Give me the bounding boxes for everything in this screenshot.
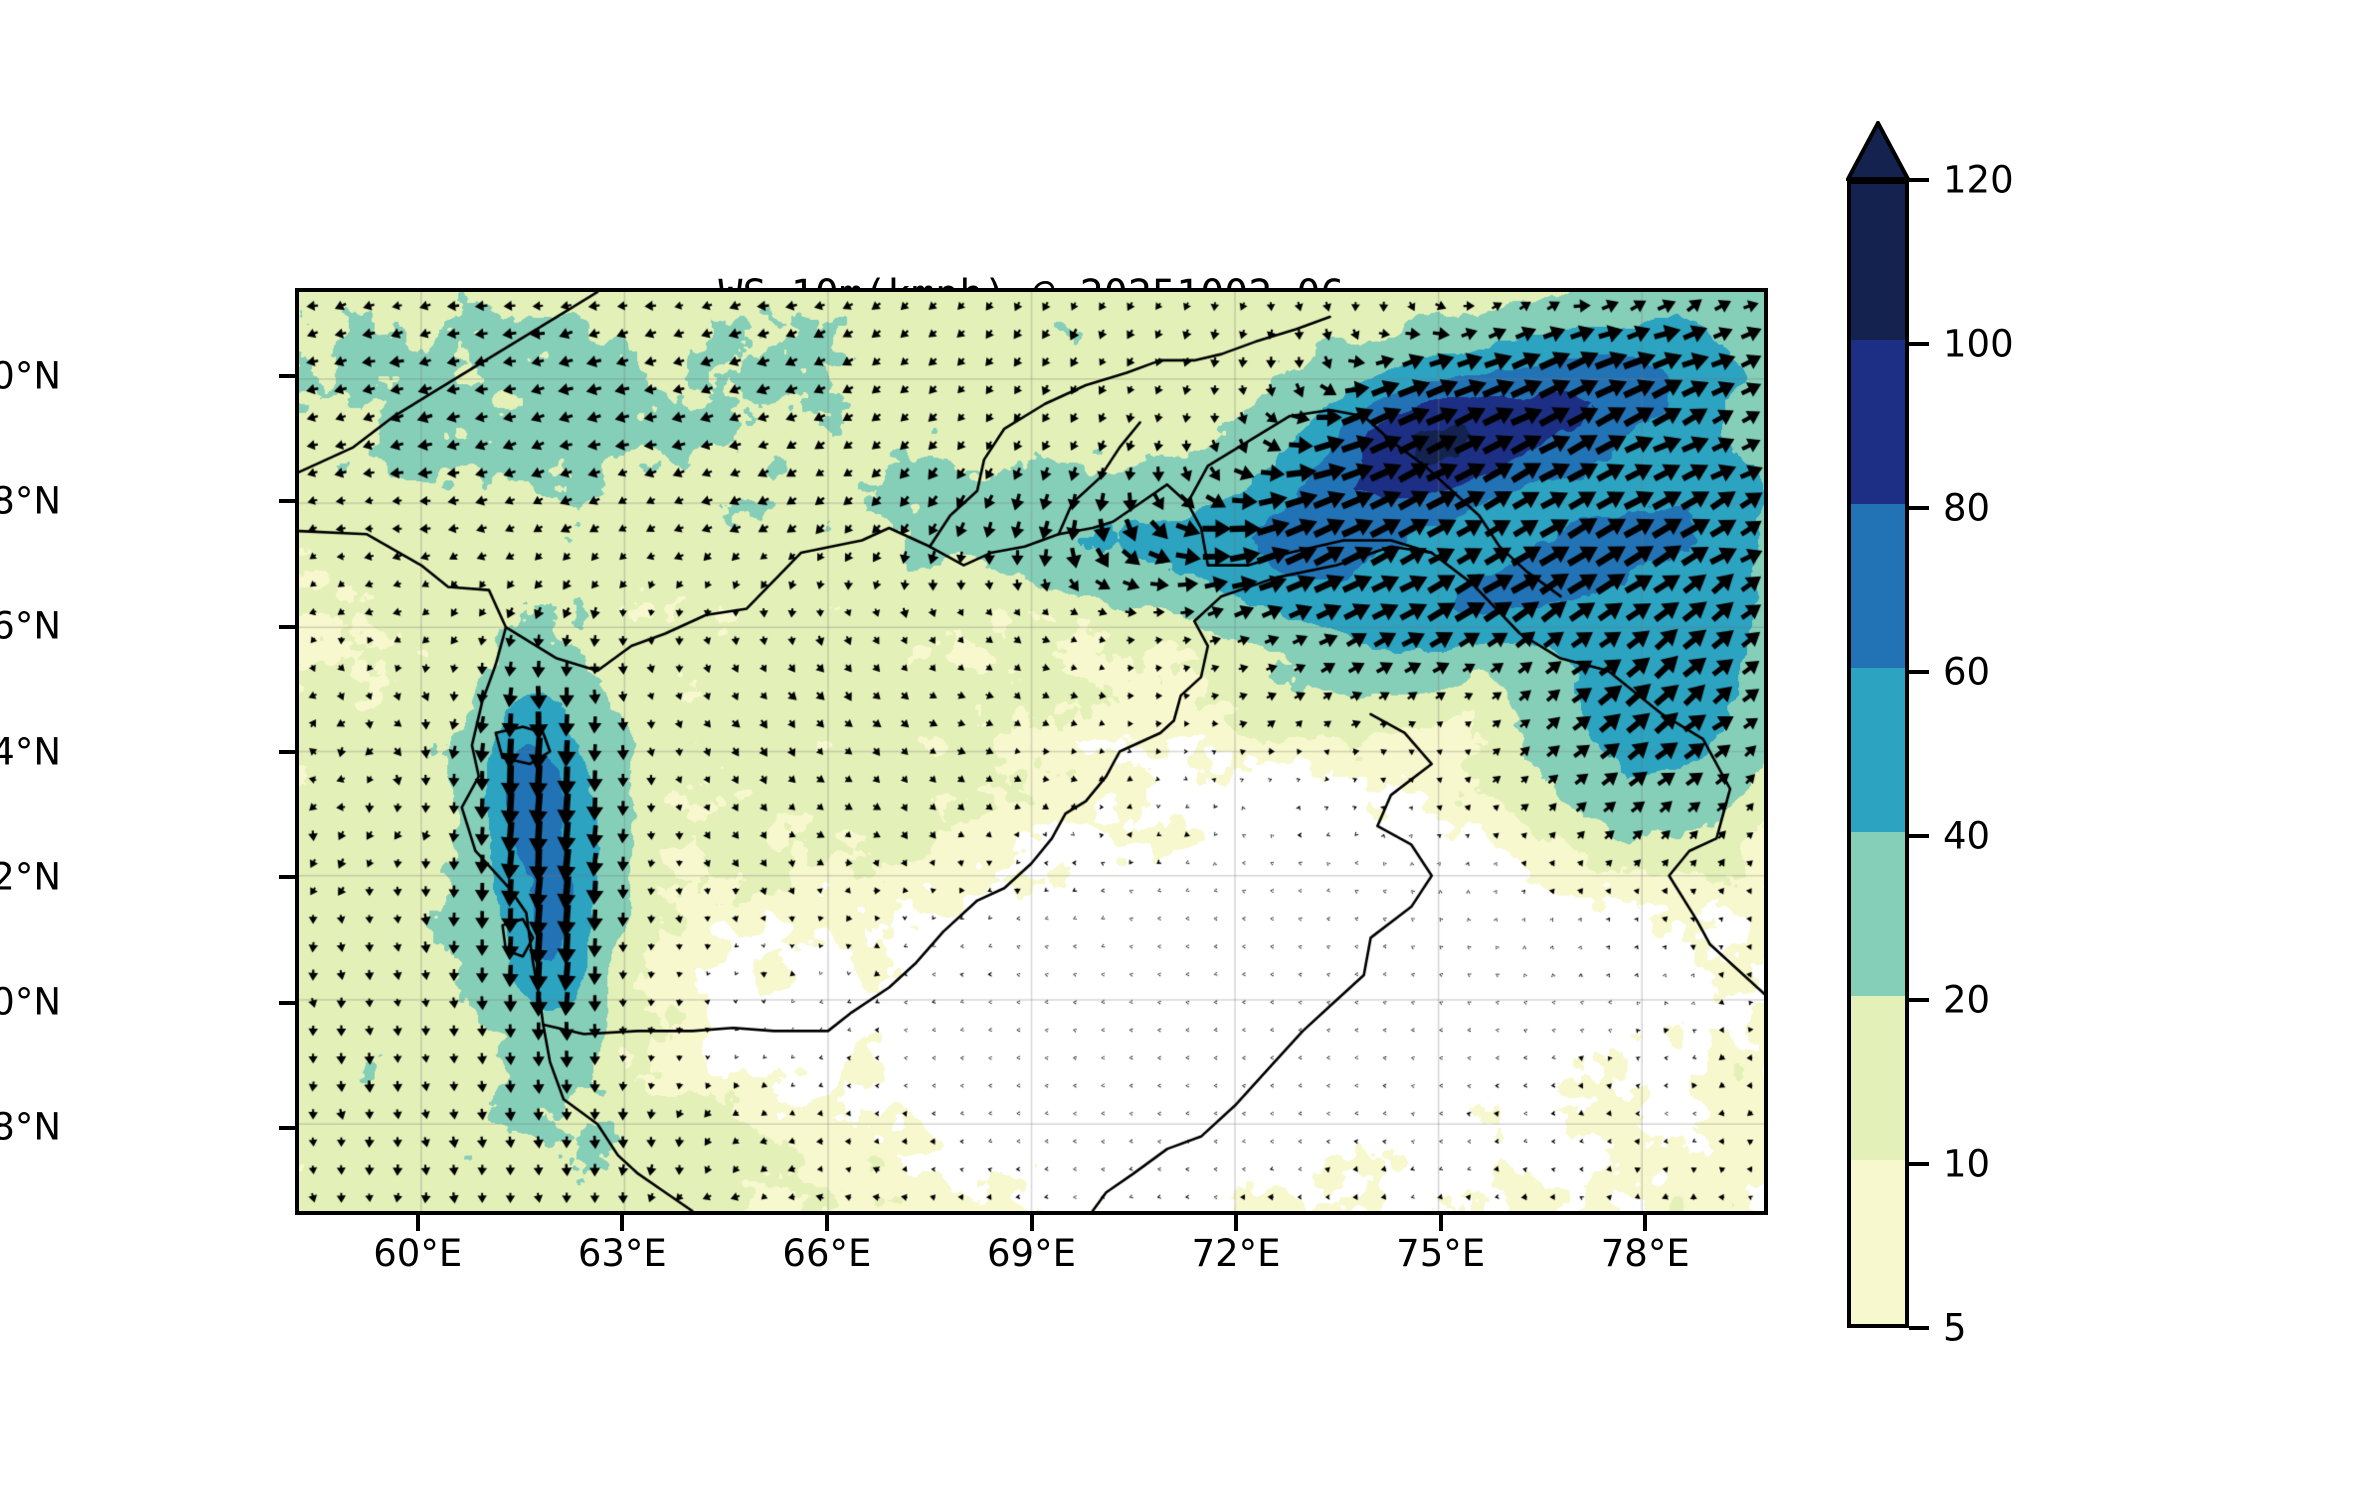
longitude-tick-mark	[1234, 1215, 1239, 1231]
latitude-tick-label: 30°N	[0, 980, 61, 1024]
colorbar-segment	[1851, 668, 1905, 832]
colorbar-segment	[1851, 996, 1905, 1160]
latitude-tick-mark	[279, 750, 295, 754]
latitude-tick-label: 40°N	[0, 354, 61, 398]
colorbar-tick-label: 60	[1943, 650, 1991, 694]
latitude-tick-mark	[279, 1125, 295, 1130]
colorbar-extend-arrow	[1846, 121, 1910, 181]
longitude-tick-label: 63°E	[577, 1232, 667, 1275]
colorbar-segment	[1851, 184, 1905, 340]
colorbar-tick-label: 80	[1943, 486, 1991, 530]
longitude-tick-mark	[1643, 1215, 1648, 1231]
latitude-tick-mark	[279, 1000, 295, 1005]
latitude-tick-label: 38°N	[0, 479, 61, 523]
longitude-tick-mark	[1438, 1215, 1443, 1231]
colorbar-tick-mark	[1909, 342, 1929, 346]
latitude-tick-label: 36°N	[0, 604, 61, 648]
colorbar-segment	[1851, 832, 1905, 996]
longitude-tick-label: 69°E	[987, 1232, 1076, 1275]
longitude-tick-mark	[824, 1215, 829, 1231]
colorbar-tick-label: 20	[1943, 978, 1991, 1022]
colorbar-tick-mark	[1909, 834, 1929, 838]
colorbar-tick-mark	[1909, 506, 1929, 510]
longitude-tick-label: 75°E	[1396, 1232, 1486, 1275]
colorbar-segment	[1851, 340, 1905, 504]
latitude-tick-label: 28°N	[0, 1105, 61, 1149]
colorbar-tick-label: 120	[1943, 158, 2014, 202]
colorbar-tick-label: 100	[1943, 322, 2014, 366]
latitude-tick-mark	[279, 499, 295, 504]
latitude-tick-mark	[279, 624, 295, 629]
colorbar-tick-label: 10	[1943, 1142, 1991, 1186]
colorbar-tick-mark	[1909, 1162, 1929, 1166]
longitude-tick-label: 60°E	[373, 1232, 463, 1275]
latitude-tick-mark	[279, 374, 295, 379]
longitude-tick-mark	[620, 1215, 625, 1231]
colorbar-tick-label: 5	[1943, 1306, 1967, 1350]
colorbar-segment	[1851, 1160, 1905, 1324]
colorbar-tick-mark	[1909, 670, 1929, 674]
colorbar: 5 10 20 40 60 80 100 120	[1846, 121, 2014, 1350]
colorbar-segment	[1851, 504, 1905, 668]
map-axes	[295, 288, 1768, 1215]
longitude-tick-label: 72°E	[1191, 1232, 1281, 1275]
longitude-tick-mark	[415, 1215, 420, 1231]
colorbar-tick-mark	[1909, 1326, 1929, 1330]
longitude-tick-label: 66°E	[782, 1232, 872, 1275]
colorbar-tick-mark	[1909, 998, 1929, 1002]
wind-speed-map	[299, 292, 1764, 1211]
longitude-tick-mark	[1029, 1215, 1034, 1231]
colorbar-tick-label: 40	[1943, 814, 1991, 858]
latitude-tick-label: 34°N	[0, 730, 61, 773]
latitude-tick-label: 32°N	[0, 855, 61, 899]
latitude-tick-mark	[279, 875, 295, 880]
colorbar-body	[1847, 180, 1909, 1328]
colorbar-tick-mark	[1909, 178, 1929, 182]
longitude-tick-label: 78°E	[1600, 1232, 1690, 1275]
